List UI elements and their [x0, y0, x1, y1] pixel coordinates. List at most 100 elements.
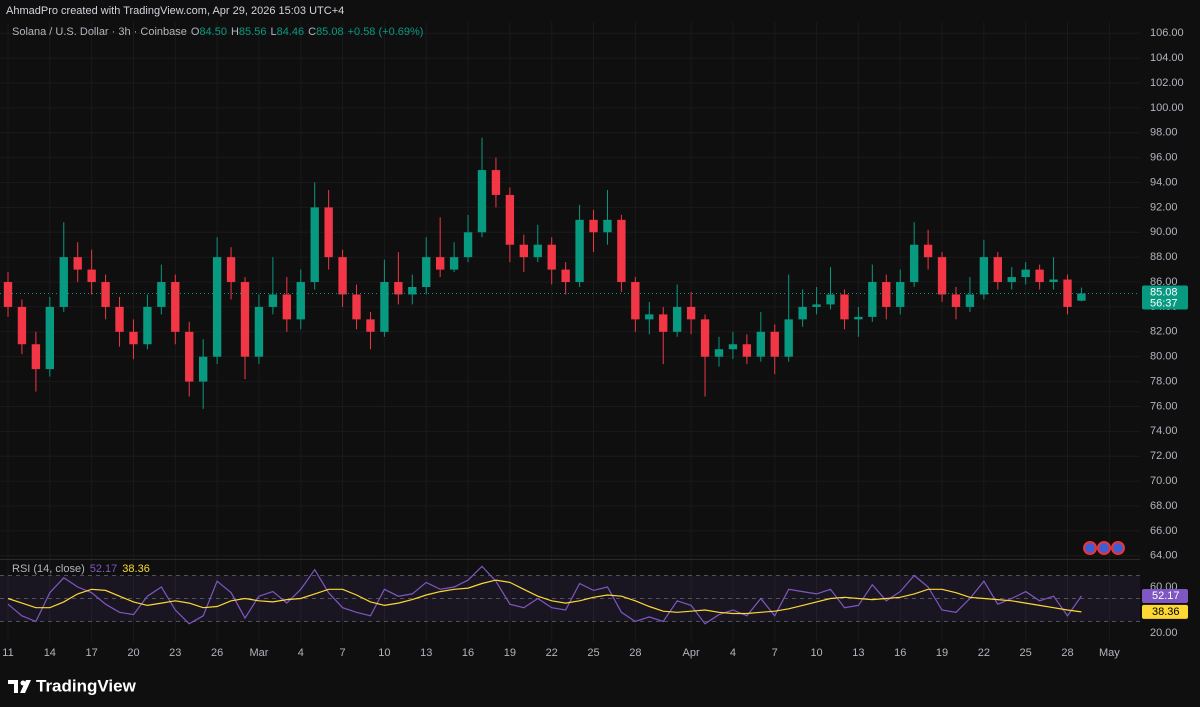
candle-body [59, 257, 68, 307]
x-tick-label: 28 [629, 647, 641, 659]
candle-body [909, 244, 919, 283]
y-tick-label: 90.00 [1150, 226, 1178, 238]
rsi-value: 52.17 [90, 563, 118, 575]
candle-body [575, 219, 584, 283]
value-badge [1142, 588, 1188, 603]
last-price-label: 85.08 [1150, 286, 1178, 298]
candle-body [129, 331, 138, 345]
event-icon[interactable] [1083, 541, 1097, 555]
candle-body [380, 282, 389, 332]
value-badge-label: 52.17 [1152, 590, 1180, 602]
candle-body [686, 306, 696, 320]
candle-body [338, 257, 347, 295]
candle-body [185, 331, 194, 382]
y-tick-label: 102.00 [1150, 77, 1184, 89]
candle-body [324, 207, 333, 258]
rsi-line [7, 579, 1082, 615]
candle-body [449, 257, 459, 270]
candle-body [268, 294, 278, 307]
x-tick-label: 7 [772, 647, 778, 659]
x-tick-label: 23 [169, 647, 181, 659]
candle-body [254, 306, 264, 357]
candle-body [198, 356, 208, 382]
candle-body [422, 257, 431, 288]
candle-body [770, 331, 779, 357]
candle-body [728, 344, 738, 350]
x-tick-label: 25 [1020, 647, 1032, 659]
candle-body [742, 344, 752, 357]
y-tick-label: 64.00 [1150, 550, 1178, 562]
x-tick-label: 19 [936, 647, 948, 659]
event-icons[interactable] [1083, 541, 1125, 555]
candle-body [477, 170, 487, 233]
rsi-ma-value: 38.36 [122, 563, 150, 575]
candle-body [1035, 269, 1044, 283]
countdown: 56:37 [1150, 297, 1178, 309]
y-tick-label: 96.00 [1150, 152, 1178, 164]
candle-body [700, 319, 710, 357]
ohlc-label: H [231, 26, 239, 38]
candle-body [463, 232, 473, 258]
candle-body [17, 306, 27, 345]
y-tick-label: 68.00 [1150, 500, 1178, 512]
candle-body [240, 282, 250, 357]
candle-body [366, 319, 375, 332]
candle-body [547, 244, 556, 270]
y-tick-label: 80.00 [1150, 351, 1178, 363]
x-tick-label: 14 [44, 647, 56, 659]
candle-body [1049, 279, 1058, 283]
y-tick-label: 100.00 [1150, 102, 1184, 114]
candle-body [157, 282, 166, 307]
candle-body [868, 282, 877, 317]
brand-logo: TradingView [8, 676, 137, 695]
candle-body [561, 269, 570, 283]
last-price-badge [1142, 285, 1188, 310]
candle-body [435, 257, 445, 270]
logo-dot [20, 680, 26, 686]
x-tick-label: 26 [211, 647, 223, 659]
x-tick-label: Mar [249, 647, 268, 659]
candle-body [854, 316, 863, 320]
y-tick-label: 106.00 [1150, 27, 1184, 39]
y-tick-label: 86.00 [1150, 276, 1178, 288]
candle-body [115, 306, 124, 332]
candle-body [519, 244, 528, 258]
candle-body [491, 170, 501, 195]
y-tick-label: 20.00 [1150, 627, 1178, 639]
candle-body [840, 294, 849, 320]
candle-body [31, 344, 41, 370]
ohlc-value: 84.50 [199, 26, 227, 38]
candle-body [101, 282, 110, 307]
event-icon[interactable] [1097, 541, 1111, 555]
candle-body [923, 244, 933, 258]
candle-body [993, 257, 1002, 283]
rsi-legend: RSI (14, close) 52.17 38.36 [12, 563, 150, 575]
candle-body [226, 257, 236, 283]
event-icon[interactable] [1111, 541, 1125, 555]
x-tick-label: May [1099, 647, 1120, 659]
y-tick-label: 104.00 [1150, 52, 1184, 64]
candle-body [603, 219, 612, 233]
value-badge [1142, 604, 1188, 619]
candle-body [617, 219, 626, 283]
candle-body [143, 306, 152, 345]
brand: TradingView [36, 676, 137, 695]
value-badge-label: 38.36 [1152, 606, 1180, 618]
y-tick-label: 94.00 [1150, 176, 1178, 188]
candle-body [937, 257, 947, 295]
candle-body [282, 294, 292, 320]
candle-body [784, 319, 793, 357]
candle-body [171, 282, 180, 332]
x-tick-label: 22 [546, 647, 558, 659]
x-tick-label: 7 [340, 647, 346, 659]
x-tick-label: 28 [1061, 647, 1073, 659]
candle-body [756, 331, 765, 357]
y-tick-label: 66.00 [1150, 525, 1178, 537]
x-tick-label: 16 [462, 647, 474, 659]
x-tick-label: 22 [978, 647, 990, 659]
x-tick-label: 11 [2, 647, 13, 659]
candle-body [3, 282, 13, 307]
candle-body [505, 194, 515, 245]
y-tick-label: 72.00 [1150, 450, 1178, 462]
symbol-legend: Solana / U.S. Dollar · 3h · Coinbase O84.… [12, 26, 423, 38]
